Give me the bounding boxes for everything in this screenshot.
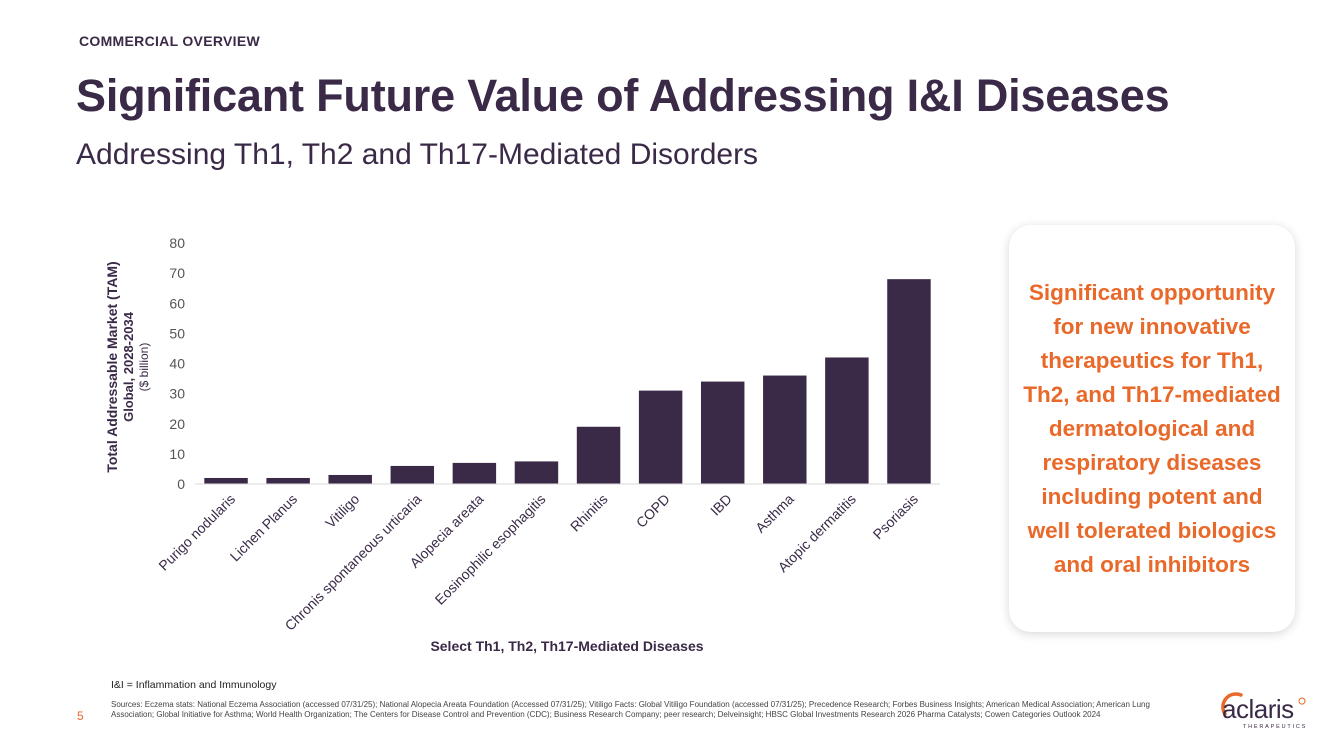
page-title: Significant Future Value of Addressing I… xyxy=(76,70,1170,121)
x-axis-title: Select Th1, Th2, Th17-Mediated Diseases xyxy=(430,638,703,654)
bar xyxy=(390,465,435,484)
bar xyxy=(763,375,807,484)
page-number: 5 xyxy=(77,709,84,723)
page-subtitle: Addressing Th1, Th2 and Th17-Mediated Di… xyxy=(76,138,759,171)
y-tick-label: 80 xyxy=(169,235,185,251)
y-tick-label: 60 xyxy=(169,295,185,311)
logo-arc-icon xyxy=(1221,692,1306,716)
y-tick-label: 70 xyxy=(169,265,185,281)
section-label: COMMERCIAL OVERVIEW xyxy=(79,33,260,49)
bar xyxy=(266,477,310,484)
y-tick-label: 10 xyxy=(169,446,185,462)
bar xyxy=(700,381,745,484)
bars xyxy=(204,279,931,484)
bar xyxy=(638,390,683,484)
y-tick-label: 40 xyxy=(169,356,185,372)
logo-wordmark: aclaris xyxy=(1222,694,1294,724)
bar xyxy=(576,426,621,484)
bar xyxy=(825,357,869,484)
y-tick-labels: 0 10 20 30 40 50 60 70 80 xyxy=(169,235,185,492)
bar xyxy=(452,462,497,484)
callout-text: Significant opportunity for new innovati… xyxy=(1023,279,1281,577)
logo-tagline: THERAPEUTICS xyxy=(1243,724,1308,730)
y-axis-title: Total Addressable Market (TAM) Global, 20… xyxy=(104,261,151,472)
aclaris-logo: aclaris THERAPEUTICS xyxy=(1215,684,1315,734)
x-tick-label: Chronis spontaneous urticaria xyxy=(282,491,425,634)
x-tick-label: Purigo nodularis xyxy=(155,491,238,574)
x-tick-label: Vitiligo xyxy=(322,491,362,531)
y-axis-title-line: ($ billion) xyxy=(137,343,151,392)
sources-text: Sources: Eczema stats: National Eczema A… xyxy=(111,700,1150,719)
x-tick-label: Psoriasis xyxy=(870,491,921,542)
y-tick-label: 0 xyxy=(177,476,185,492)
y-axis-title-line: Total Addressable Market (TAM) xyxy=(104,261,120,472)
opportunity-callout: Significant opportunity for new innovati… xyxy=(1009,225,1295,632)
x-tick-label: Eosinophilic esophagitis xyxy=(432,491,549,608)
y-tick-label: 30 xyxy=(169,386,185,402)
bar xyxy=(887,279,931,484)
x-tick-label: IBD xyxy=(707,491,735,519)
x-tick-label: Asthma xyxy=(752,491,797,536)
y-axis-title-line: Global, 2028-2034 xyxy=(121,311,136,422)
bar xyxy=(514,461,559,484)
x-tick-label: Rhinitis xyxy=(567,491,611,535)
bar xyxy=(328,474,372,484)
x-tick-label: COPD xyxy=(633,491,673,531)
y-tick-label: 50 xyxy=(169,325,185,341)
y-tick-label: 20 xyxy=(169,416,185,432)
bar xyxy=(204,477,248,484)
abbreviation-footnote: I&I = Inflammation and Immunology xyxy=(111,679,277,691)
